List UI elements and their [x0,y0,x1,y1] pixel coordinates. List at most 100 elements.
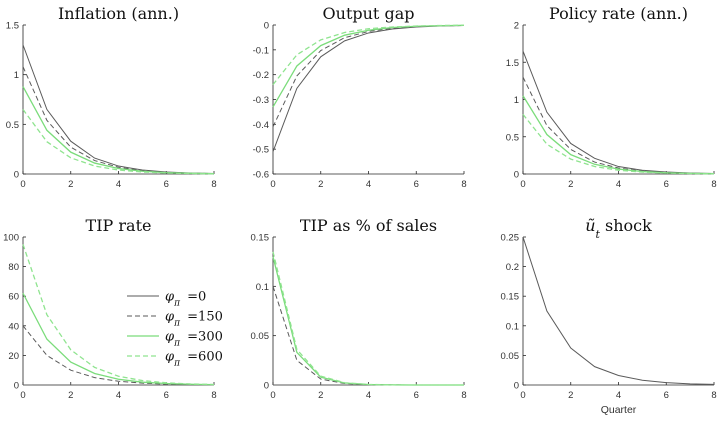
series-line-4 [22,109,215,175]
x-tick-label: 2 [68,390,73,401]
y-tick-label: 0 [14,170,19,181]
x-tick-label: 8 [711,390,716,401]
x-tick-label: 8 [461,179,466,190]
series-line-2 [272,25,465,128]
chart-panel-4: TIP rate 0 20 40 60 80 100 0 2 4 6 8 [3,216,217,401]
x-tick-label: 0 [520,179,525,190]
series-line-4 [22,244,215,386]
x-tick-label: 2 [318,390,323,401]
legend-value: =150 [183,310,223,325]
series-line-2 [22,66,215,175]
series-line-3 [22,86,215,175]
chart-title: Output gap [323,4,415,23]
x-tick-label: 4 [116,179,121,190]
legend-subscript: π [173,339,181,349]
y-tick-label: 0.1 [506,321,519,332]
x-tick-label: 0 [270,390,275,401]
chart-title-rest: shock [600,216,652,235]
x-tick-label: 4 [616,179,621,190]
x-tick-label: 6 [664,179,669,190]
chart-panel-3: Policy rate (ann.) 0 0.5 1 1.5 2 0 2 4 6 8 [506,4,717,190]
x-tick-label: 8 [461,390,466,401]
y-tick-label: -0.3 [253,95,269,106]
series-line-4 [522,113,715,175]
y-tick-label: 2 [514,21,519,32]
x-tick-label: 0 [20,390,25,401]
legend-subscript: π [173,359,181,369]
legend-symbol: φ [165,290,175,305]
legend-subscript: π [173,319,181,329]
x-tick-label: 4 [366,179,371,190]
y-tick-label: 20 [8,351,19,362]
series-line-1 [522,236,715,385]
x-tick-label: 2 [68,179,73,190]
chart-panel-5: TIP as % of sales 0 0.05 0.1 0.15 0 2 4 6 8 [251,216,467,401]
series-line-1 [22,44,215,174]
legend-symbol: φ [165,350,175,365]
chart-panel-6: ũt shock 0 0.05 0.1 0.15 0.2 0.25 0 2 4 6 8 Quarter [501,216,717,416]
y-tick-label: 0.2 [506,262,519,273]
chart-title-symbol: ũ [585,216,595,235]
x-tick-label: 2 [318,179,323,190]
y-tick-label: -0.2 [253,70,269,81]
x-tick-label: 0 [20,179,25,190]
legend-value: =600 [183,350,223,365]
series-line-1 [522,50,715,175]
x-tick-label: 6 [414,390,419,401]
y-tick-label: -0.4 [253,120,269,131]
chart-panel-1: Inflation (ann.) 0 0.5 1 1.5 0 2 4 6 8 [6,4,217,190]
legend-symbol: φ [165,330,175,345]
legend-value: =0 [183,290,206,305]
x-tick-label: 8 [711,179,716,190]
x-axis-label: Quarter [601,404,637,416]
chart-title: Policy rate (ann.) [549,4,688,23]
x-tick-label: 4 [116,390,121,401]
y-tick-label: 100 [3,233,19,244]
y-tick-label: 1.5 [506,58,519,69]
chart-title-subscript: t [596,228,601,241]
chart-panel-2: Output gap -0.6 -0.5 -0.4 -0.3 -0.2 -0.1 0 0 2 4 6 8 [253,4,467,190]
y-tick-label: 0 [264,381,269,392]
y-tick-label: 0.5 [6,120,19,131]
y-tick-label: -0.5 [253,145,269,156]
x-tick-label: 0 [520,390,525,401]
y-tick-label: 1.5 [6,21,19,32]
legend-entry-3: φπ =300 [165,330,223,349]
legend-value: =300 [183,330,223,345]
series-line-3 [272,256,464,386]
series-line-4 [272,24,465,86]
series-line-1 [272,25,465,152]
y-tick-label: 0.15 [251,233,270,244]
legend-subscript: π [173,299,181,309]
series-line-3 [272,24,465,108]
y-tick-label: 40 [8,321,19,332]
y-tick-label: 1 [514,95,519,106]
series-line-2 [272,286,464,386]
y-tick-label: -0.6 [253,170,269,181]
y-tick-label: 0 [514,381,519,392]
x-tick-label: 2 [568,390,573,401]
chart-title: Inflation (ann.) [58,4,179,23]
chart-title: TIP rate [86,216,152,235]
y-tick-label: 0 [514,170,519,181]
x-tick-label: 8 [211,390,216,401]
y-tick-label: 0.05 [501,351,520,362]
series-line-4 [272,251,464,386]
y-tick-label: 0 [264,21,269,32]
x-tick-label: 8 [211,179,216,190]
y-tick-label: 0 [14,381,19,392]
x-tick-label: 6 [164,390,169,401]
y-tick-label: 0.5 [506,132,519,143]
legend-symbol: φ [165,310,175,325]
y-tick-label: 0.15 [501,292,520,303]
series-line-3 [522,95,715,175]
series-line-2 [522,76,715,175]
y-tick-label: 0.1 [256,282,269,293]
legend-entry-4: φπ =600 [165,350,223,369]
y-tick-label: 1 [14,70,19,81]
x-tick-label: 4 [616,390,621,401]
x-tick-label: 4 [366,390,371,401]
legend-entry-1: φπ =0 [165,290,206,309]
